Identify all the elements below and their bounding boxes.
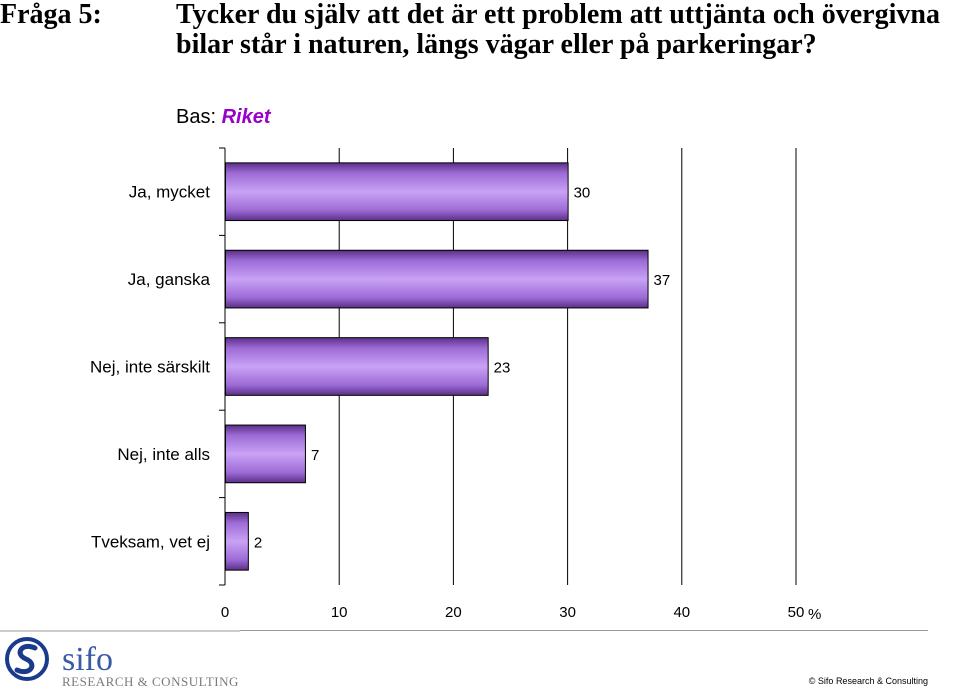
category-label: Ja, mycket	[129, 183, 211, 202]
logo-wordmark: sifo	[62, 641, 113, 678]
data-label: 37	[654, 272, 671, 289]
bar-5	[225, 511, 249, 571]
footer-divider	[240, 630, 928, 631]
category-label: Nej, inte alls	[117, 445, 210, 464]
x-tick-label: 50	[788, 604, 805, 621]
copyright: © Sifo Research & Consulting	[808, 676, 928, 686]
data-label: 30	[574, 185, 591, 202]
category-label: Ja, ganska	[128, 270, 211, 289]
base-value: Riket	[221, 106, 271, 128]
bar-3	[225, 337, 489, 396]
logo-tagline: RESEARCH & CONSULTING	[62, 674, 239, 689]
bar-4	[225, 424, 306, 484]
bars	[225, 162, 649, 571]
sifo-swirl-icon	[5, 637, 49, 681]
x-tick-label: 20	[445, 604, 462, 621]
data-label: 2	[254, 534, 262, 551]
x-unit-label: %	[808, 606, 821, 623]
data-label: 23	[494, 360, 511, 377]
bar-2	[225, 249, 649, 309]
x-tick-label: 40	[673, 604, 690, 621]
question-number: Fråga 5:	[0, 0, 102, 30]
base-label: Bas:	[176, 106, 217, 128]
base-line: Bas: Riket	[176, 106, 271, 129]
sifo-logo: sifo RESEARCH & CONSULTING	[0, 630, 240, 692]
category-label: Nej, inte särskilt	[90, 358, 210, 377]
data-label: 7	[311, 447, 319, 464]
question-text: Tycker du själv att det är ett problem a…	[176, 0, 940, 60]
bar-chart: Ja, mycket 30 Ja, ganska 37 Nej, inte särski…	[90, 147, 821, 623]
category-label: Tveksam, vet ej	[91, 532, 210, 551]
bar-1	[225, 162, 569, 222]
x-tick-label: 10	[331, 604, 348, 621]
labels: Ja, mycket 30 Ja, ganska 37 Nej, inte särski…	[90, 183, 821, 623]
x-tick-label: 30	[559, 604, 576, 621]
x-tick-label: 0	[221, 604, 229, 621]
